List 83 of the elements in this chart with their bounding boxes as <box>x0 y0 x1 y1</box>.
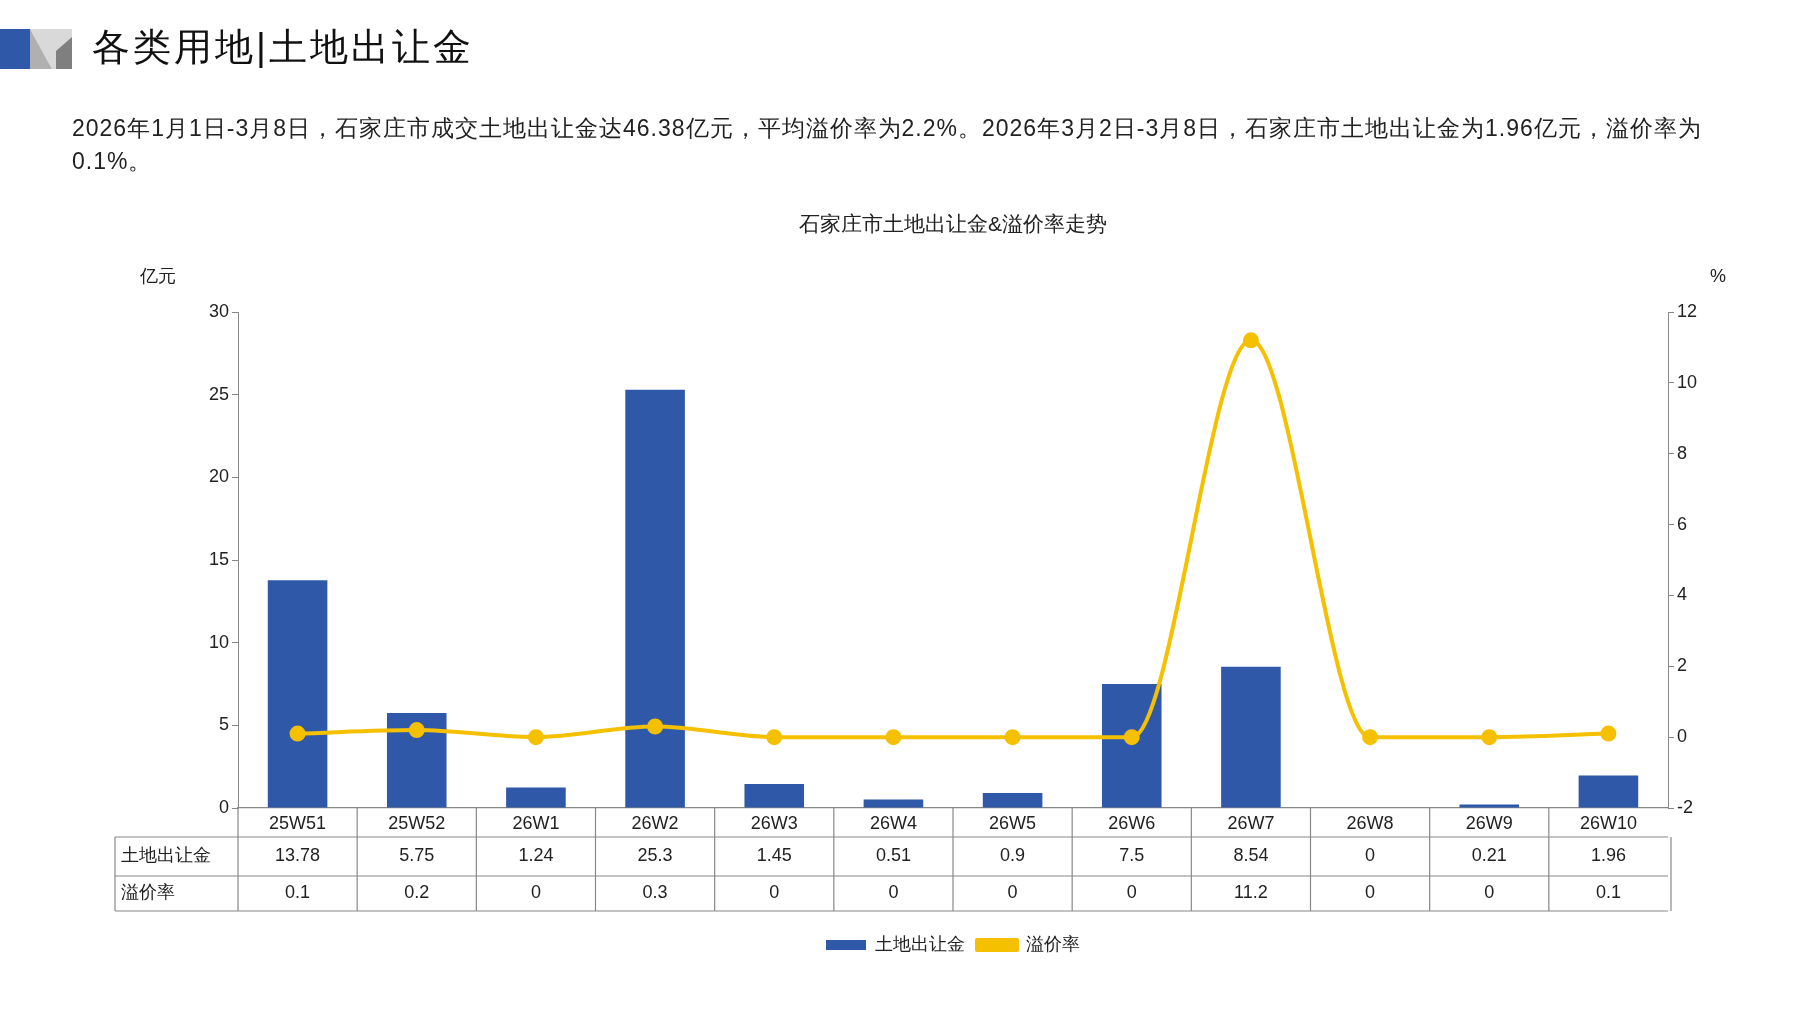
y2-tick-label: 4 <box>1677 584 1688 605</box>
bar <box>1101 684 1162 808</box>
x-tick-label: 26W8 <box>1346 812 1394 833</box>
x-tick-label: 26W3 <box>750 812 798 833</box>
y-tick-label: 30 <box>208 300 229 321</box>
point <box>1362 729 1379 746</box>
bar <box>625 389 685 808</box>
data-label: 13.78 <box>275 845 321 866</box>
text: 溢价率 <box>121 882 175 903</box>
y-tick-label: 20 <box>208 466 229 487</box>
point <box>647 718 664 735</box>
data-label: 8.54 <box>1233 845 1269 866</box>
data-label: 5.75 <box>399 845 435 866</box>
text: 2026年1月1日-3月8日，石家庄市成交土地出让金达46.38亿元，平均溢价率为2.2%。2026年3月2日-3月8日，石家庄市土地出让金为1.96亿元，溢价率为0.1%。 <box>72 114 1703 176</box>
point <box>527 729 544 746</box>
bar <box>267 580 328 808</box>
bar <box>1578 775 1639 808</box>
y2-tick-label: 8 <box>1677 442 1688 463</box>
x-tick-label: 26W7 <box>1227 812 1275 833</box>
bar <box>506 787 566 808</box>
x-tick-label: 26W5 <box>989 812 1037 833</box>
data-label: 1.24 <box>518 845 554 866</box>
y2-tick-label: -2 <box>1677 796 1694 817</box>
data-label: 0.2 <box>404 882 430 903</box>
legend-label: 土地出让金 <box>875 933 965 954</box>
data-label: 7.5 <box>1119 845 1145 866</box>
x-tick-label: 26W4 <box>869 812 917 833</box>
data-label: 0 <box>1007 882 1018 903</box>
text: 土地出让金 <box>121 845 211 866</box>
point <box>1004 729 1021 746</box>
x-tick-label: 26W6 <box>1108 812 1156 833</box>
x-tick-label: 25W51 <box>269 812 327 833</box>
chart-title: 石家庄市土地出让金&溢价率走势 <box>798 211 1108 235</box>
x-tick-label: 25W52 <box>388 812 446 833</box>
y2-axis-title: % <box>1709 265 1727 286</box>
y-tick-label: 5 <box>218 714 229 735</box>
data-label: 0 <box>769 882 780 903</box>
data-label: 1.45 <box>756 845 792 866</box>
y2-tick-label: 10 <box>1677 371 1698 392</box>
data-label: 1.96 <box>1590 845 1626 866</box>
data-label: 0.51 <box>875 845 911 866</box>
y-tick-label: 0 <box>218 796 229 817</box>
x-tick-label: 26W10 <box>1579 812 1637 833</box>
point <box>1123 729 1140 746</box>
y2-tick-label: 0 <box>1677 726 1688 747</box>
x-tick-label: 26W9 <box>1465 812 1513 833</box>
y-tick-label: 10 <box>208 631 229 652</box>
x-tick-label: 26W1 <box>512 812 560 833</box>
y-tick-label: 25 <box>208 383 229 404</box>
data-label: 0.1 <box>285 882 311 903</box>
data-label: 0 <box>530 882 541 903</box>
y2-tick-label: 12 <box>1677 300 1698 321</box>
x-tick-label: 26W2 <box>631 812 679 833</box>
bar <box>1221 666 1281 808</box>
data-label: 25.3 <box>637 845 673 866</box>
legend-label: 溢价率 <box>1026 933 1080 954</box>
data-label: 0 <box>1484 882 1495 903</box>
y2-tick-label: 2 <box>1677 655 1688 676</box>
data-label: 0 <box>888 882 899 903</box>
data-label: 0 <box>1365 882 1376 903</box>
data-label: 0.21 <box>1471 845 1507 866</box>
bar <box>1459 804 1520 808</box>
point <box>1600 725 1617 742</box>
point <box>766 729 783 746</box>
point <box>1242 332 1259 349</box>
bar <box>386 712 447 808</box>
y2-tick-label: 6 <box>1677 513 1688 534</box>
bar <box>744 784 805 808</box>
y-axis-title: 亿元 <box>139 265 176 286</box>
point <box>289 725 306 742</box>
point <box>1481 729 1498 746</box>
bar <box>863 799 924 808</box>
data-label: 0.9 <box>1000 845 1026 866</box>
text: 各类用地|土地出让金 <box>92 25 474 70</box>
bar <box>982 793 1043 808</box>
point <box>885 729 902 746</box>
data-label: 0.3 <box>642 882 668 903</box>
point <box>408 722 425 739</box>
data-label: 0 <box>1365 845 1376 866</box>
data-label: 11.2 <box>1234 882 1268 903</box>
y-tick-label: 15 <box>208 548 229 569</box>
data-label: 0 <box>1126 882 1137 903</box>
data-label: 0.1 <box>1595 882 1621 903</box>
